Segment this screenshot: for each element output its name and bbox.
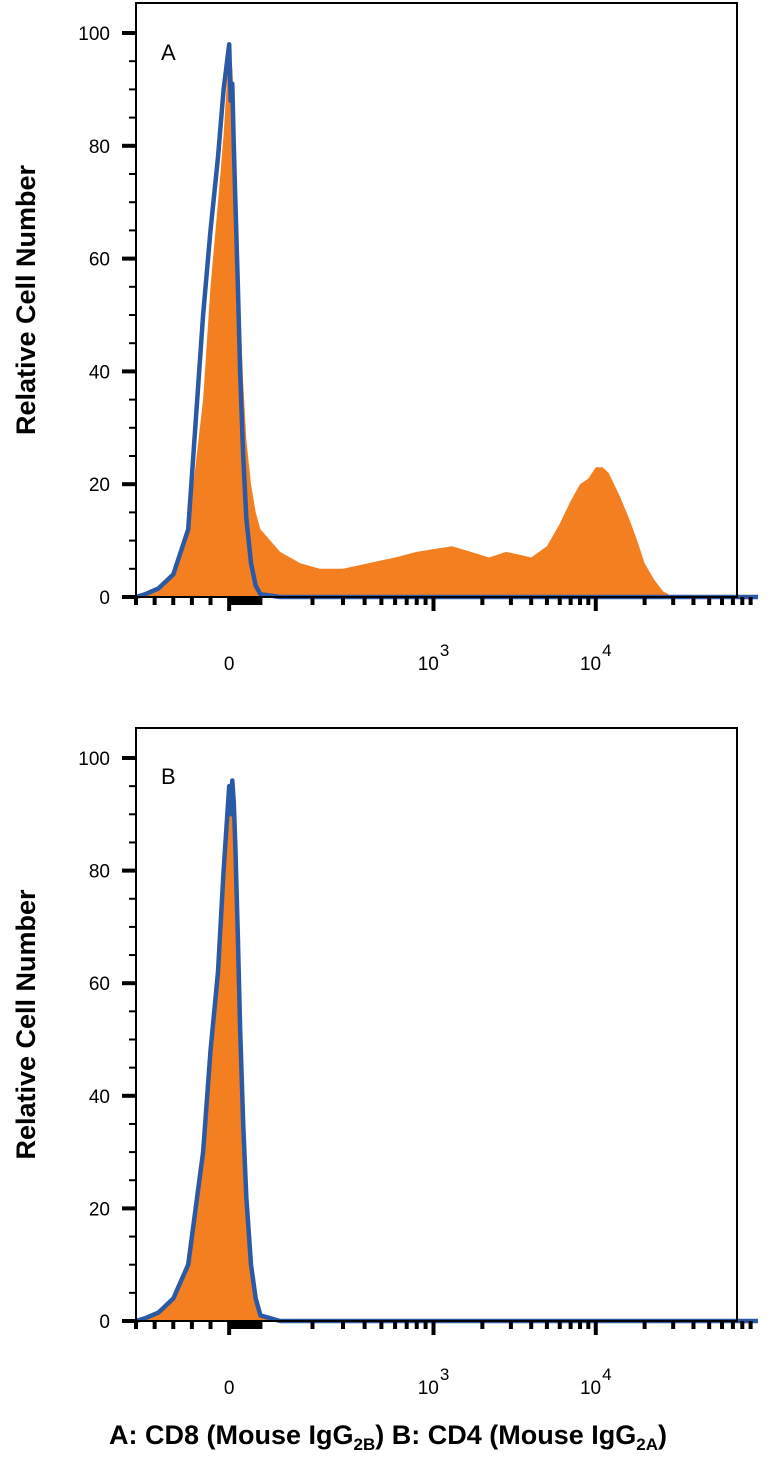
caption-a-prefix: A: CD8 (Mouse IgG (109, 1420, 354, 1450)
histogram-filled-series (136, 44, 758, 598)
caption-b-subscript: 2A (636, 1435, 658, 1454)
x-tick-base: 10 (580, 1378, 601, 1399)
x-tick-label: 0 (224, 1378, 235, 1399)
caption-b-prefix: B: CD4 (Mouse IgG (384, 1420, 637, 1450)
x-tick-label: 0 (224, 654, 235, 675)
panel-label: B (161, 764, 176, 789)
x-tick-base: 0 (224, 654, 235, 675)
x-tick-exponent: 3 (440, 1365, 449, 1384)
x-tick-base: 10 (580, 654, 601, 675)
x-tick-exponent: 4 (602, 1365, 611, 1384)
caption-a-subscript: 2B (353, 1435, 376, 1454)
plot-frame (135, 727, 738, 1322)
histogram-outline-series (135, 778, 758, 1324)
y-tick-label: 0 (99, 588, 110, 609)
y-tick-label: 60 (89, 974, 110, 995)
x-tick-label: 104 (580, 641, 612, 675)
plot-frame (135, 2, 738, 598)
x-tick-base: 10 (418, 1378, 439, 1399)
y-tick-label: 20 (89, 1199, 110, 1220)
x-tick-label: 104 (580, 1365, 612, 1399)
y-tick-label: 40 (89, 1087, 110, 1108)
x-tick-base: 10 (418, 654, 439, 675)
x-tick-base: 0 (224, 1378, 235, 1399)
panel-label: A (161, 40, 176, 65)
x-tick-exponent: 3 (440, 641, 449, 660)
y-axis-label: Relative Cell Number (11, 889, 41, 1160)
y-tick-label: 80 (89, 137, 110, 158)
caption-b-suffix: ) (658, 1420, 667, 1450)
x-tick-label: 103 (418, 1365, 450, 1399)
x-tick-label: 103 (418, 641, 450, 675)
y-tick-label: 100 (78, 749, 110, 770)
y-tick-label: 20 (89, 475, 110, 496)
x-tick-exponent: 4 (602, 641, 611, 660)
histogram-filled-series (136, 780, 758, 1321)
figure-caption: A: CD8 (Mouse IgG2B) B: CD4 (Mouse IgG2A… (0, 1420, 776, 1455)
y-tick-label: 60 (89, 250, 110, 271)
y-tick-label: 40 (89, 362, 110, 383)
y-axis-label: Relative Cell Number (11, 164, 41, 435)
y-tick-label: 100 (78, 24, 110, 45)
caption-a-suffix: ) (375, 1420, 385, 1450)
y-tick-label: 80 (89, 862, 110, 883)
y-tick-label: 0 (99, 1312, 110, 1333)
